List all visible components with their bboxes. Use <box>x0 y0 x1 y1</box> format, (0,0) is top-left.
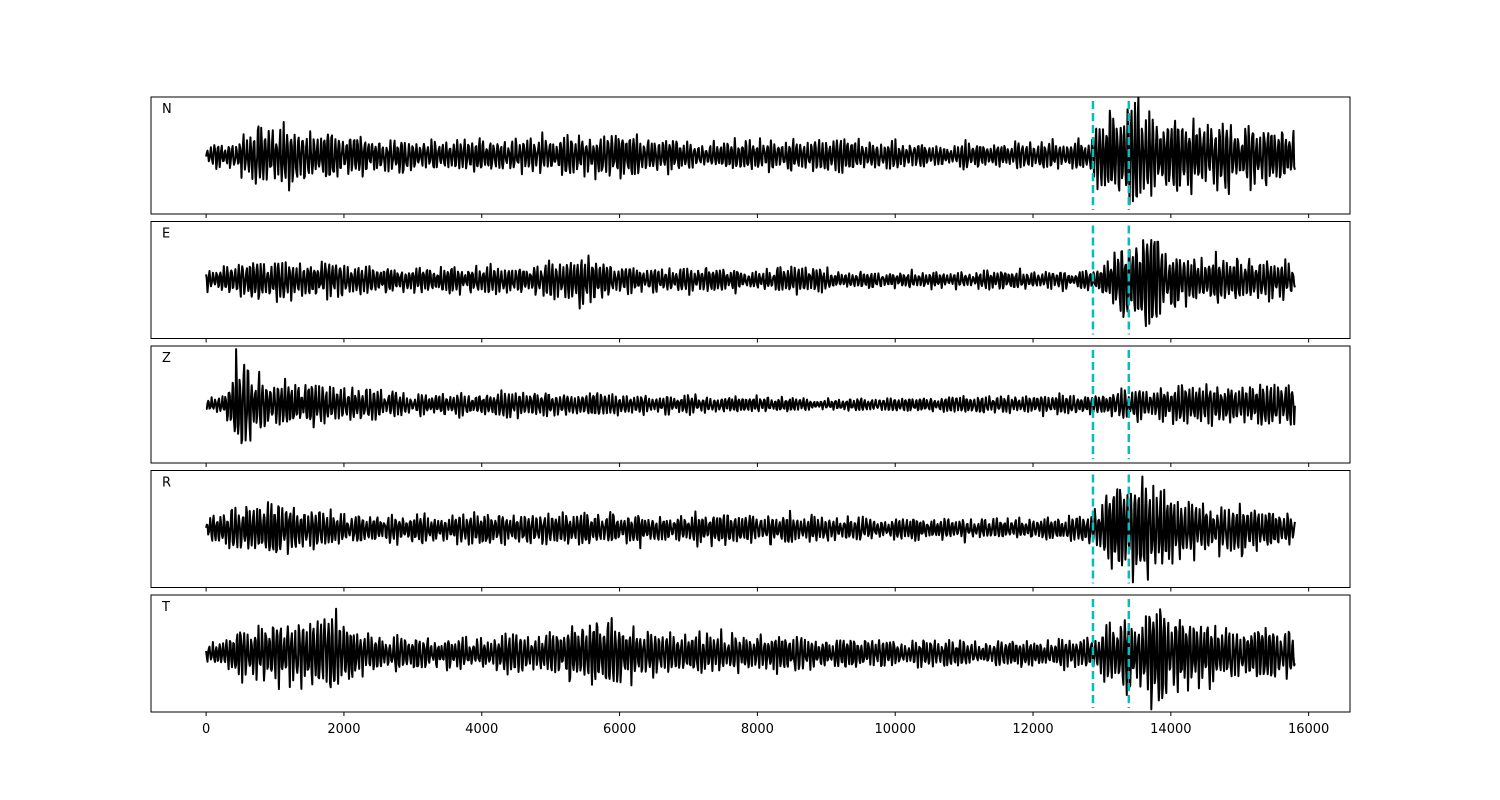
panel-label: E <box>162 227 170 242</box>
panel-label: N <box>162 102 172 117</box>
panel-frame <box>150 470 1351 588</box>
trace-N <box>205 97 1296 206</box>
panel-Z: Z <box>150 345 1351 467</box>
x-tick-label: 0 <box>202 722 210 737</box>
panel-label: T <box>161 600 170 615</box>
panel-frame <box>150 221 1351 339</box>
panel-label: Z <box>162 351 171 366</box>
panel-label: R <box>162 476 171 491</box>
panel-frame <box>150 96 1351 215</box>
panel-frame <box>150 345 1351 464</box>
panel-R: R <box>150 470 1351 592</box>
x-tick-label: 10000 <box>875 722 916 737</box>
x-tick-label: 8000 <box>741 722 774 737</box>
trace-R <box>205 475 1296 584</box>
panel-N: N <box>150 96 1351 218</box>
trace-Z <box>205 348 1296 445</box>
x-tick-label: 4000 <box>465 722 498 737</box>
panel-frame <box>150 594 1351 713</box>
x-tick-label: 12000 <box>1012 722 1053 737</box>
x-axis: 0 2000 4000 6000 8000 10000 12000 14000 16000 <box>202 722 1329 737</box>
x-tick-label: 16000 <box>1288 722 1329 737</box>
panels: N E Z R T <box>150 96 1351 716</box>
trace-T <box>205 607 1296 711</box>
x-tick-label: 2000 <box>327 722 360 737</box>
panel-E: E <box>150 221 1351 343</box>
x-tick-label: 6000 <box>603 722 636 737</box>
x-tick-label: 14000 <box>1150 722 1191 737</box>
trace-E <box>205 239 1296 328</box>
panel-T: T <box>150 594 1351 716</box>
